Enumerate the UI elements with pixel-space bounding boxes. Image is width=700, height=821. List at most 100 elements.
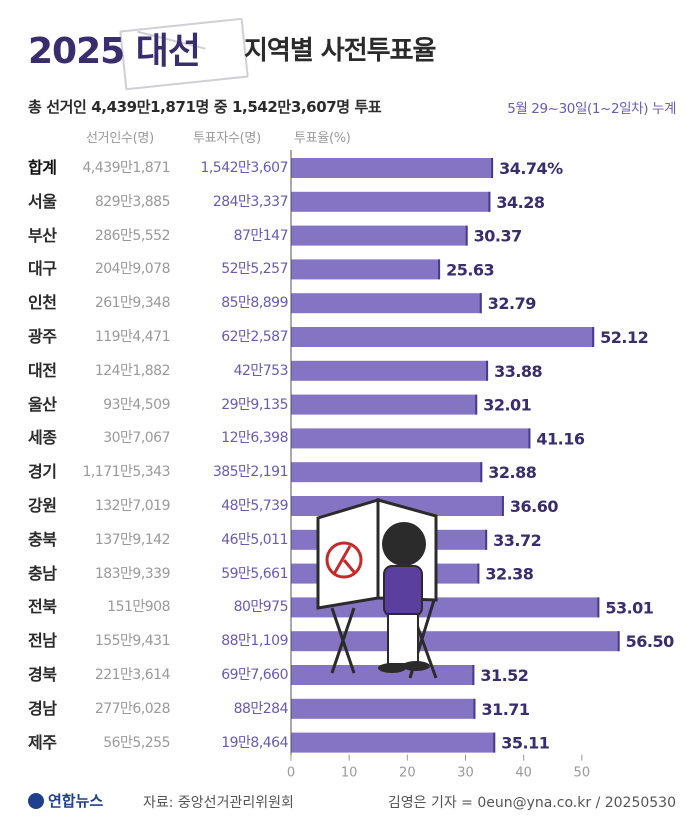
logo-icon bbox=[28, 792, 44, 809]
voters-count: 151만908 bbox=[107, 599, 170, 616]
credit-text: 김영은 기자 = 0eun@yna.co.kr / 20250530 bbox=[387, 795, 676, 811]
value-label: 32.88 bbox=[488, 463, 536, 482]
voted-count: 87만147 bbox=[233, 227, 289, 244]
bar bbox=[291, 394, 478, 415]
bar-edge bbox=[485, 529, 488, 550]
voters-count: 204만9,078 bbox=[94, 261, 171, 278]
x-tick-label: 50 bbox=[574, 766, 591, 781]
value-label: 33.88 bbox=[494, 362, 542, 381]
voters-count: 4,439만1,871 bbox=[82, 160, 170, 176]
title-main: 2025 대선 bbox=[28, 31, 201, 72]
region-label: 대전 bbox=[28, 360, 57, 380]
bar bbox=[291, 732, 496, 753]
bar bbox=[291, 225, 468, 246]
region-label: 울산 bbox=[28, 394, 57, 414]
summary-text: 총 선거인 4,439만1,871명 중 1,542만3,607명 투표 bbox=[28, 98, 382, 116]
voted-count: 19만8,464 bbox=[221, 734, 288, 751]
value-label: 32.01 bbox=[483, 396, 531, 415]
bar-edge bbox=[617, 631, 620, 652]
bar bbox=[291, 462, 483, 483]
voted-count: 59만5,661 bbox=[221, 565, 288, 582]
bar bbox=[291, 259, 441, 280]
voted-count: 42만753 bbox=[233, 362, 289, 379]
voted-count: 88만1,109 bbox=[221, 633, 288, 650]
voters-count: 56만5,255 bbox=[103, 734, 170, 751]
bar bbox=[291, 293, 482, 314]
region-label: 경기 bbox=[28, 462, 57, 482]
value-label: 53.01 bbox=[605, 598, 653, 617]
region-label: 경남 bbox=[28, 698, 57, 718]
voters-count: 30만7,067 bbox=[103, 430, 170, 447]
bar-edge bbox=[597, 597, 600, 618]
bar-edge bbox=[473, 698, 476, 719]
voted-count: 85만8,899 bbox=[221, 295, 288, 312]
value-label: 31.71 bbox=[481, 700, 529, 719]
bar-edge bbox=[491, 158, 494, 178]
bar-edge bbox=[592, 327, 595, 347]
bar bbox=[291, 631, 620, 652]
region-label: 세종 bbox=[28, 428, 57, 448]
bar-edge bbox=[486, 360, 489, 381]
region-label: 충북 bbox=[28, 529, 57, 549]
value-label: 34.28 bbox=[496, 193, 544, 212]
bar-edge bbox=[472, 665, 475, 685]
x-tick-label: 10 bbox=[341, 766, 358, 781]
region-label: 대구 bbox=[28, 259, 57, 279]
person-body bbox=[383, 565, 423, 617]
bar-edge bbox=[501, 496, 504, 516]
value-label: 36.60 bbox=[510, 497, 558, 516]
voted-count: 29만9,135 bbox=[221, 396, 288, 413]
voted-count: 48만5,739 bbox=[221, 498, 288, 514]
bar-edge bbox=[493, 732, 496, 753]
voters-count: 1,171만5,343 bbox=[82, 464, 170, 481]
region-label: 부산 bbox=[28, 225, 57, 245]
voters-count: 119만4,471 bbox=[94, 329, 171, 345]
voters-count: 124만1,882 bbox=[94, 362, 171, 379]
value-label: 34.74% bbox=[499, 159, 563, 178]
region-label: 인천 bbox=[28, 293, 57, 313]
x-tick-label: 40 bbox=[515, 766, 532, 781]
bar bbox=[291, 597, 600, 618]
voters-count: 221만3,614 bbox=[94, 667, 171, 683]
bar-edge bbox=[477, 563, 480, 584]
bar-edge bbox=[488, 191, 491, 212]
bar-edge bbox=[438, 259, 441, 280]
logo: 연합뉴스 bbox=[28, 790, 103, 811]
value-label: 32.38 bbox=[485, 565, 533, 584]
person-legs bbox=[387, 613, 419, 665]
voters-count: 183만9,339 bbox=[94, 565, 171, 582]
title-sub: 지역별 사전투표율 bbox=[244, 36, 436, 66]
value-label: 32.79 bbox=[488, 294, 536, 313]
bar-edge bbox=[528, 428, 531, 449]
bar bbox=[291, 360, 489, 381]
person-head bbox=[382, 522, 426, 566]
voted-count: 1,542만3,607 bbox=[200, 160, 288, 176]
value-label: 31.52 bbox=[480, 666, 528, 685]
bar-edge bbox=[465, 225, 468, 246]
region-label: 전북 bbox=[28, 597, 57, 617]
value-label: 41.16 bbox=[536, 429, 584, 448]
region-label: 광주 bbox=[28, 327, 57, 346]
x-tick-label: 30 bbox=[457, 766, 474, 781]
voted-count: 62만2,587 bbox=[221, 329, 288, 345]
bar bbox=[291, 665, 475, 685]
bar bbox=[291, 191, 491, 212]
value-label: 52.12 bbox=[600, 328, 648, 347]
voted-count: 12만6,398 bbox=[221, 430, 288, 447]
voters-count: 277만6,028 bbox=[94, 700, 171, 717]
region-label: 제주 bbox=[28, 732, 57, 752]
voted-count: 69만7,660 bbox=[221, 667, 288, 683]
period-text: 5월 29~30일(1~2일차) 누계 bbox=[507, 101, 676, 117]
column-header-rate: 투표율(%) bbox=[294, 131, 351, 146]
column-header-voters: 선거인수(명) bbox=[86, 131, 154, 146]
voters-count: 829만3,885 bbox=[94, 193, 171, 210]
voters-count: 286만5,552 bbox=[94, 227, 171, 244]
voters-count: 132만7,019 bbox=[94, 498, 171, 514]
region-label: 합계 bbox=[28, 158, 57, 177]
value-label: 25.63 bbox=[446, 260, 494, 279]
bar bbox=[291, 698, 476, 719]
source-text: 자료: 중앙선거관리위원회 bbox=[143, 795, 294, 811]
value-label: 56.50 bbox=[626, 632, 674, 651]
column-header-voted: 투표자수(명) bbox=[193, 131, 261, 146]
voted-count: 88만284 bbox=[233, 700, 289, 717]
